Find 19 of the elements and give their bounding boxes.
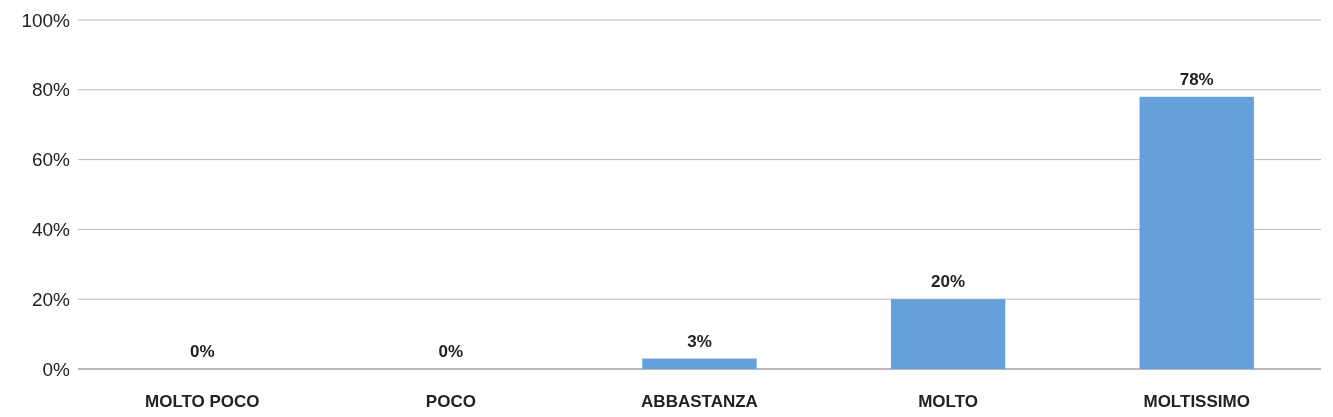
- x-tick-label: MOLTO POCO: [145, 392, 260, 411]
- bar: [1139, 96, 1254, 369]
- data-label: 3%: [687, 331, 712, 351]
- y-tick-label: 80%: [31, 79, 71, 101]
- data-label: 0%: [190, 342, 215, 361]
- data-label: 78%: [1179, 69, 1214, 89]
- y-tick-label: 60%: [31, 149, 71, 171]
- y-tick-label: 0%: [42, 358, 71, 380]
- x-tick-label: ABBASTANZA: [641, 392, 758, 411]
- x-tick-label: POCO: [425, 392, 476, 411]
- bar: [642, 358, 757, 369]
- bar: [890, 299, 1006, 369]
- x-tick-label: MOLTISSIMO: [1143, 392, 1250, 411]
- data-label: 0%: [438, 342, 464, 361]
- y-tick-label: 40%: [31, 219, 71, 241]
- data-label: 20%: [931, 272, 966, 292]
- y-tick-label: 100%: [21, 9, 71, 31]
- y-tick-label: 20%: [31, 288, 71, 310]
- x-tick-label: MOLTO: [918, 392, 979, 411]
